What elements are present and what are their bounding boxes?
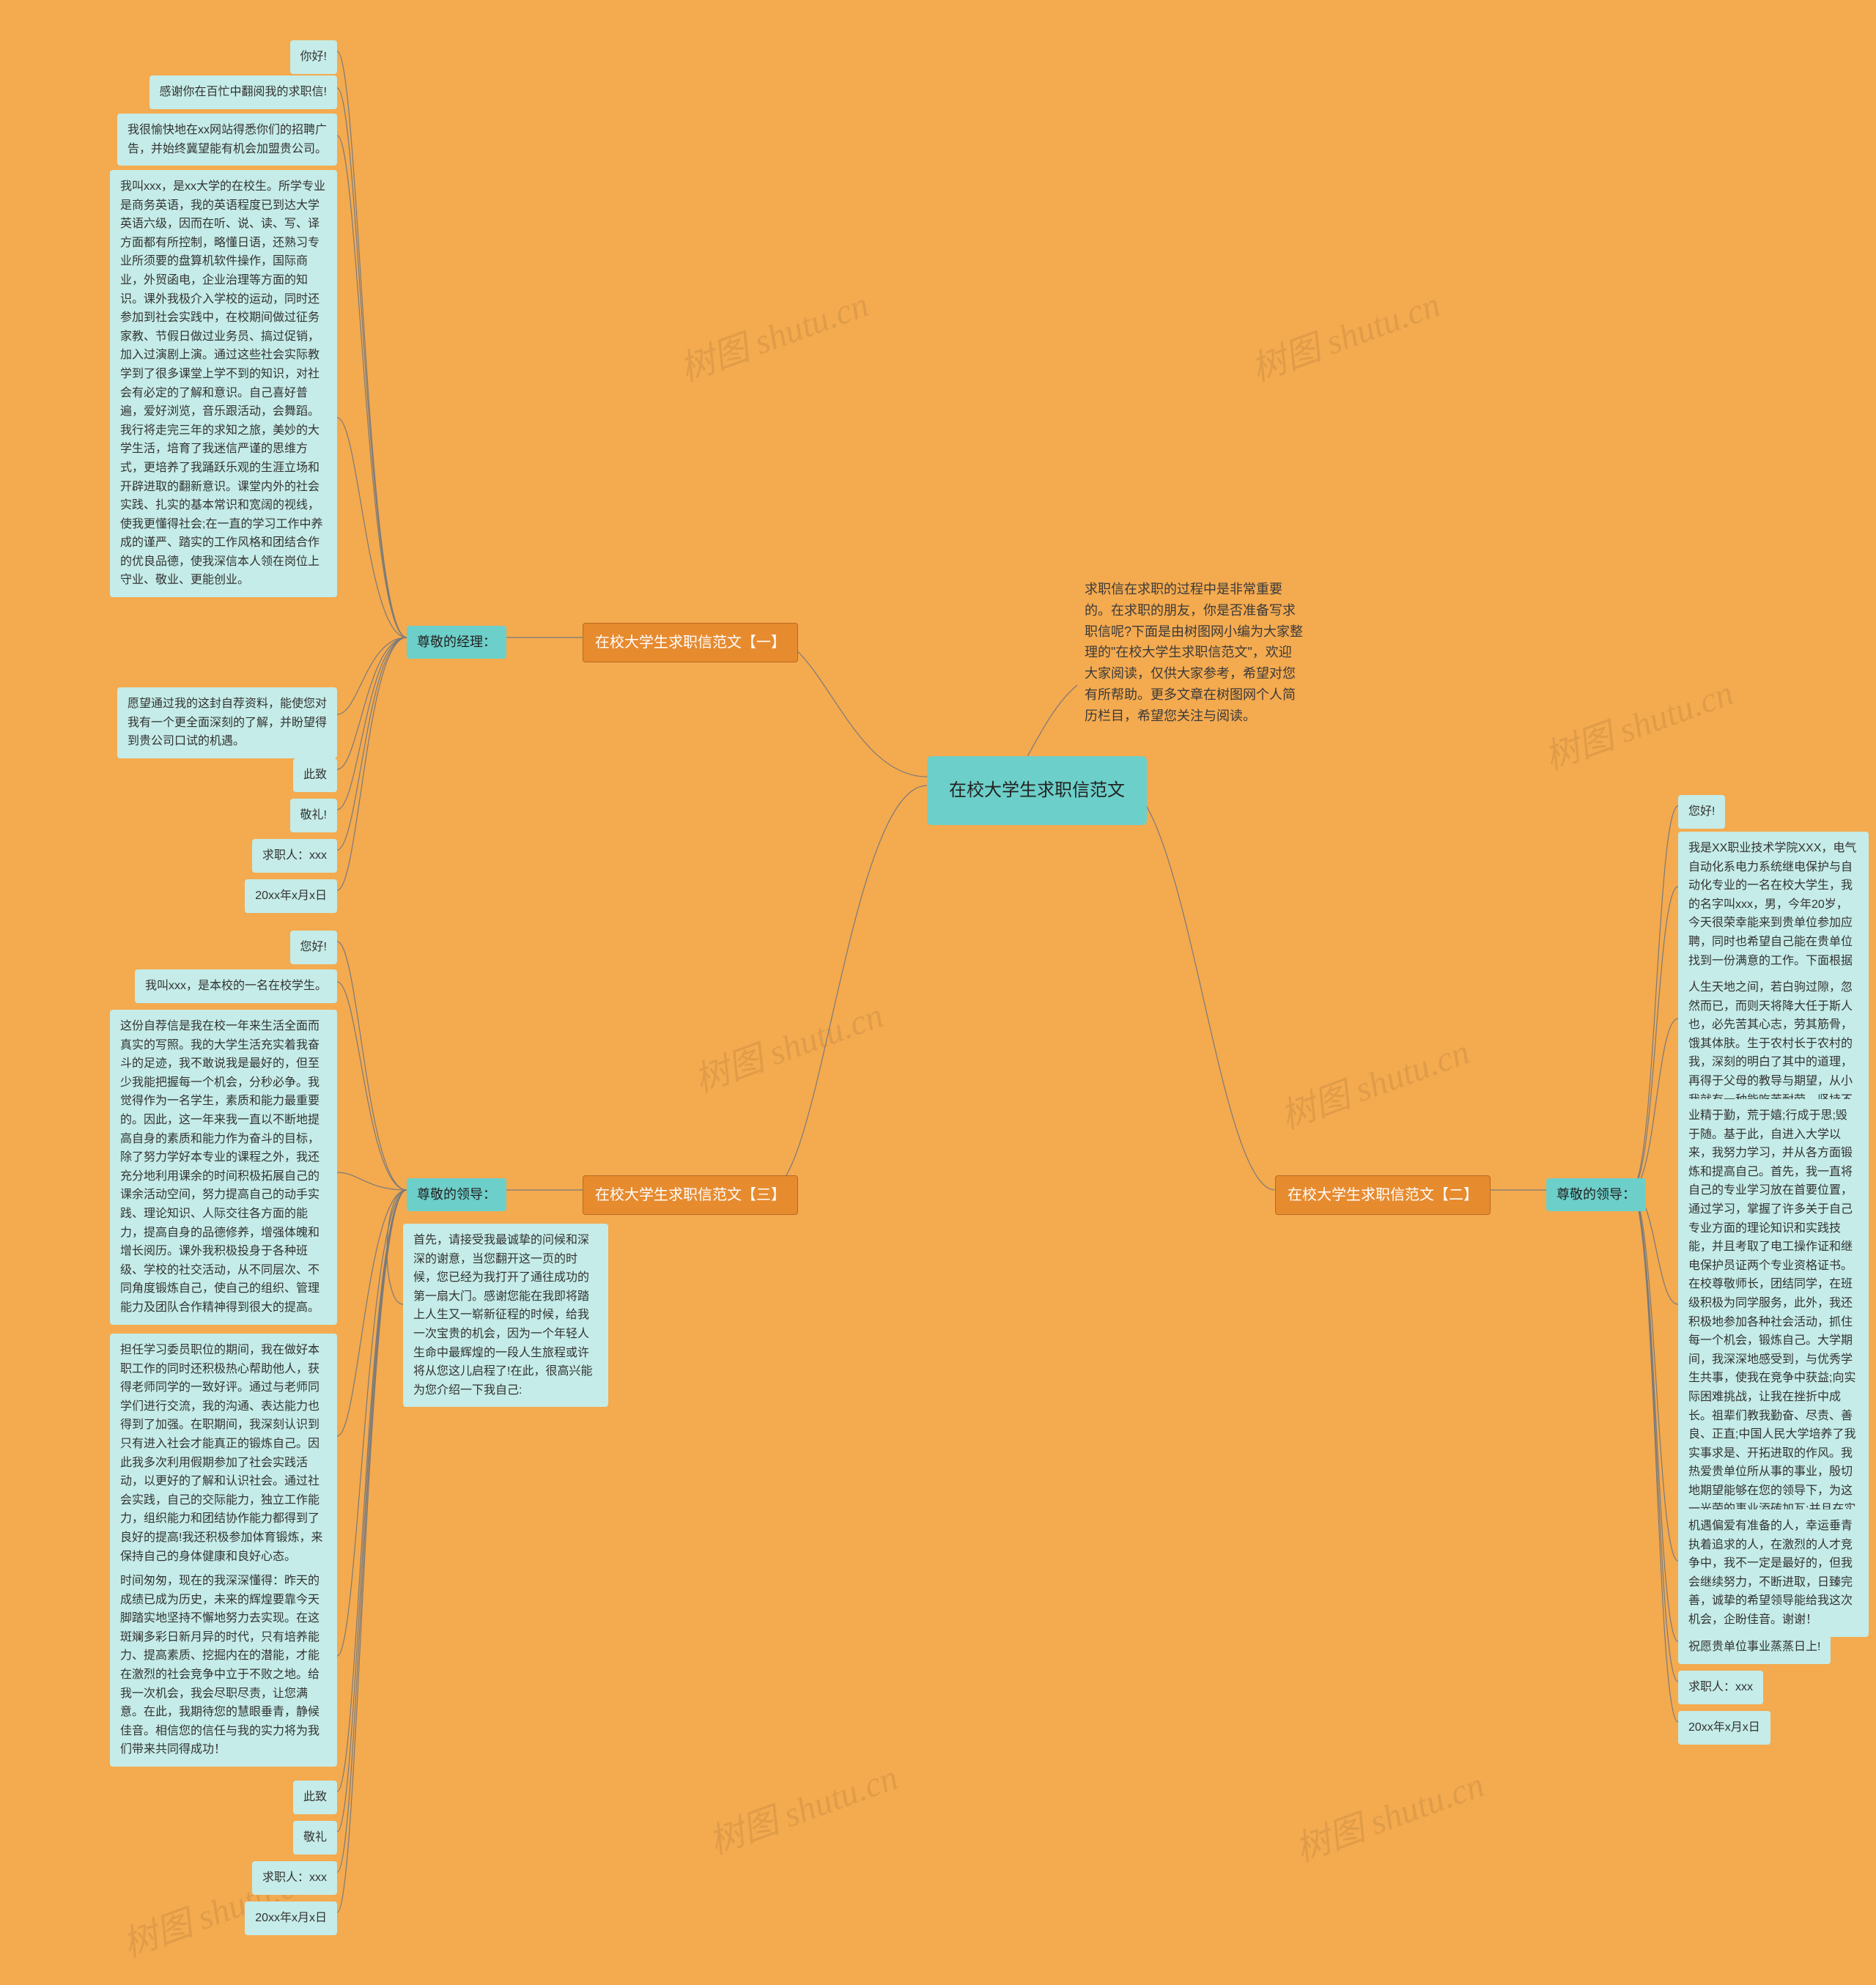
branch-1-label: 在校大学生求职信范文【一】 <box>595 635 786 651</box>
leaf-c6: 祝愿贵单位事业蒸蒸日上! <box>1678 1630 1831 1664</box>
leaf-c7: 求职人：xxx <box>1678 1671 1763 1704</box>
branch-3[interactable]: 在校大学生求职信范文【三】 <box>583 1175 798 1215</box>
intro-text: 求职信在求职的过程中是非常重要的。在求职的朋友，你是否准备写求职信呢?下面是由树… <box>1085 579 1304 727</box>
branch-3-label: 在校大学生求职信范文【三】 <box>595 1187 786 1203</box>
watermark: 树图 shutu.cn <box>671 276 874 391</box>
leaf-a1: 你好! <box>290 40 337 74</box>
watermark: 树图 shutu.cn <box>686 986 889 1102</box>
leaf-d0: 您好! <box>290 931 337 964</box>
watermark: 树图 shutu.cn <box>1243 276 1446 391</box>
branch-2-label: 在校大学生求职信范文【二】 <box>1288 1187 1478 1203</box>
leaf-d4: 时间匆匆，现在的我深深懂得：昨天的成绩已成为历史，未来的辉煌要靠今天脚踏实地坚持… <box>110 1564 337 1767</box>
root-node[interactable]: 在校大学生求职信范文 <box>927 756 1147 825</box>
leaf-a5: 愿望通过我的这封自荐资料，能使您对我有一个更全面深刻的了解，并盼望得到贵公司口试… <box>117 687 337 758</box>
leaf-a6: 此致 <box>293 758 337 792</box>
leaf-d1: 我叫xxx，是本校的一名在校学生。 <box>135 969 337 1003</box>
leaf-a3: 我很愉快地在xx网站得悉你们的招聘广告，并始终冀望能有机会加盟贵公司。 <box>117 114 337 166</box>
watermark: 树图 shutu.cn <box>701 1748 904 1864</box>
branch-2-sub[interactable]: 尊敬的领导： <box>1546 1178 1646 1211</box>
leaf-a8: 求职人：xxx <box>252 839 337 873</box>
watermark: 树图 shutu.cn <box>1272 1023 1475 1139</box>
leaf-c1: 您好! <box>1678 795 1725 829</box>
branch-1[interactable]: 在校大学生求职信范文【一】 <box>583 623 798 662</box>
leaf-d3: 担任学习委员职位的期间，我在做好本职工作的同时还积极热心帮助他人，获得老师同学的… <box>110 1334 337 1573</box>
branch-2[interactable]: 在校大学生求职信范文【二】 <box>1275 1175 1491 1215</box>
leaf-d9: 20xx年x月x日 <box>245 1901 337 1935</box>
leaf-d8: 求职人：xxx <box>252 1861 337 1895</box>
leaf-a4: 我叫xxx，是xx大学的在校生。所学专业是商务英语，我的英语程度已到达大学英语六… <box>110 170 337 597</box>
branch-2-sub-label: 尊敬的领导： <box>1556 1187 1636 1202</box>
leaf-d2: 这份自荐信是我在校一年来生活全面而真实的写照。我的大学生活充实着我奋斗的足迹，我… <box>110 1010 337 1325</box>
watermark: 树图 shutu.cn <box>1536 664 1739 780</box>
leaf-d7: 敬礼 <box>293 1821 337 1855</box>
leaf-a2: 感谢你在百忙中翻阅我的求职信! <box>149 75 337 109</box>
watermark: 树图 shutu.cn <box>1287 1756 1490 1871</box>
leaf-d5: 首先，请接受我最诚挚的问候和深深的谢意，当您翻开这一页的时候，您已经为我打开了通… <box>403 1224 608 1407</box>
leaf-c5: 机遇偏爱有准备的人，幸运垂青执着追求的人，在激烈的人才竞争中，我不一定是最好的，… <box>1678 1509 1869 1637</box>
root-label: 在校大学生求职信范文 <box>949 780 1125 800</box>
leaf-c4: 业精于勤，荒于嬉;行成于思;毁于随。基于此，自进入大学以来，我努力学习，并从各方… <box>1678 1099 1869 1545</box>
leaf-c8: 20xx年x月x日 <box>1678 1711 1770 1745</box>
branch-1-sub-label: 尊敬的经理： <box>417 635 496 649</box>
branch-1-sub[interactable]: 尊敬的经理： <box>407 626 506 659</box>
leaf-d6: 此致 <box>293 1781 337 1814</box>
leaf-a9: 20xx年x月x日 <box>245 879 337 913</box>
leaf-a7: 敬礼! <box>290 799 337 832</box>
branch-3-sub[interactable]: 尊敬的领导： <box>407 1178 506 1211</box>
branch-3-sub-label: 尊敬的领导： <box>417 1187 496 1202</box>
